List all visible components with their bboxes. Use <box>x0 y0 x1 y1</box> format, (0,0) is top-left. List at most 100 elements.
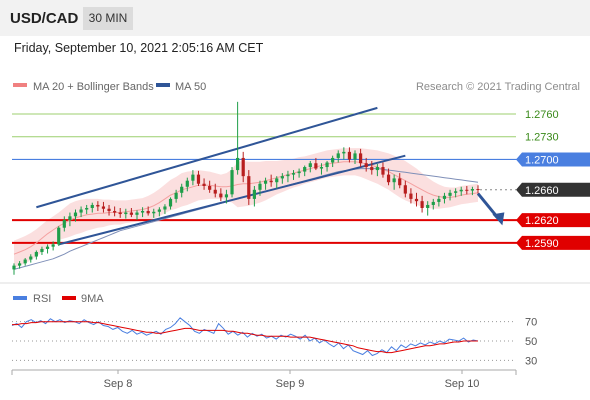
candle-body <box>347 151 352 160</box>
symbol-label: USD/CAD <box>10 10 79 27</box>
candle-body <box>17 263 22 266</box>
level-label-1.2730: 1.2730 <box>525 132 559 144</box>
forecast-arrow <box>476 192 505 226</box>
candle-body <box>386 174 391 183</box>
candle-body <box>437 198 441 202</box>
candle-body <box>319 167 324 169</box>
level-label-1.2620: 1.2620 <box>525 215 559 227</box>
candle-body <box>442 195 447 199</box>
ma20-line <box>13 161 479 255</box>
candle-body <box>101 206 106 209</box>
candle-body <box>342 151 346 154</box>
candle-body <box>113 211 117 213</box>
candle-body <box>57 227 61 245</box>
candle-body <box>297 171 301 174</box>
price-levels <box>12 113 590 244</box>
candle-body <box>236 157 240 171</box>
candle-body <box>353 153 357 160</box>
candle-body <box>331 157 335 163</box>
candle-body <box>247 176 251 199</box>
candle-body <box>51 244 55 247</box>
candle-body <box>196 174 201 184</box>
candle-body <box>45 246 50 249</box>
rsi-legend-label: RSI <box>33 293 51 305</box>
trendline-1 <box>36 106 378 209</box>
candle-body <box>185 180 189 187</box>
rsi-legend-swatch <box>13 296 27 300</box>
candle-body <box>275 178 279 183</box>
candle-body <box>191 174 195 181</box>
candle-body <box>303 167 307 172</box>
trendline-2 <box>58 154 406 246</box>
ma9-legend-swatch <box>62 296 76 300</box>
candle-body <box>420 201 424 208</box>
level-label-1.2760: 1.2760 <box>525 109 559 121</box>
candle-body <box>263 180 268 184</box>
x-tick-label-sep10: Sep 10 <box>445 378 480 390</box>
candle-body <box>135 212 139 215</box>
candle-body <box>208 186 212 190</box>
candle-body <box>174 192 178 199</box>
candle-body <box>12 265 16 270</box>
candle-body <box>409 193 413 199</box>
rsi-panel: 70 50 30 <box>11 317 537 367</box>
candle-body <box>124 212 128 215</box>
forecast-arrow-head <box>492 212 505 226</box>
ma50-legend-label: MA 50 <box>175 81 206 93</box>
bollinger-bands <box>14 148 478 268</box>
candle-body <box>96 204 100 207</box>
candle-body <box>381 167 385 175</box>
rsi-tick-70: 70 <box>525 317 537 329</box>
candle-body <box>465 189 469 191</box>
candle-body <box>403 185 407 194</box>
candle-body <box>152 211 156 214</box>
candle-body <box>314 163 318 169</box>
level-label-1.2660: 1.2660 <box>525 185 559 197</box>
level-label-1.2700: 1.2700 <box>525 154 559 166</box>
candle-body <box>107 208 111 212</box>
candle-body <box>34 251 38 257</box>
chart-header: USD/CAD 30 MIN <box>0 0 590 36</box>
candle-body <box>476 189 480 191</box>
timestamp: Friday, September 10, 2021 2:05:16 AM CE… <box>14 41 264 55</box>
price-tags: 1.2760 1.2730 1.2700 1.2660 1.2620 1.2590 <box>516 109 590 250</box>
ma9-legend-label: 9MA <box>81 293 104 305</box>
x-tick-label-sep8: Sep 8 <box>104 378 133 390</box>
candle-body <box>40 248 44 252</box>
rsi-line <box>11 317 479 357</box>
candle-body <box>470 189 475 191</box>
timeframe-badge[interactable]: 30 MIN <box>83 7 133 30</box>
candle-body <box>364 163 368 168</box>
candle-body <box>146 211 150 214</box>
candle-body <box>79 209 83 213</box>
ma50-legend-swatch <box>156 83 170 87</box>
level-label-1.2590: 1.2590 <box>525 238 559 250</box>
candle-body <box>68 216 72 221</box>
candle-body <box>163 206 167 210</box>
ma20-legend-swatch <box>13 83 27 87</box>
candle-body <box>448 192 452 196</box>
candlesticks <box>12 101 480 275</box>
ma20-legend-label: MA 20 + Bollinger Bands <box>33 81 154 93</box>
candle-body <box>219 193 223 198</box>
rsi-tick-30: 30 <box>525 355 537 367</box>
candle-body <box>370 167 374 171</box>
candle-body <box>73 212 78 217</box>
level-tag-1.2620 <box>516 213 590 228</box>
candle-body <box>230 170 234 195</box>
candle-body <box>62 220 66 228</box>
candle-body <box>224 194 229 198</box>
candle-body <box>426 204 430 208</box>
candle-body <box>90 204 94 208</box>
candle-body <box>308 163 312 168</box>
candle-body <box>258 183 262 190</box>
candle-body <box>202 183 206 186</box>
candle-body <box>157 209 161 212</box>
candle-body <box>118 212 122 215</box>
candle-body <box>180 186 184 193</box>
x-axis: Sep 8 Sep 9 Sep 10 <box>11 369 517 390</box>
candle-body <box>23 259 27 264</box>
copyright: Research © 2021 Trading Central <box>416 81 580 93</box>
candle-body <box>269 180 273 183</box>
